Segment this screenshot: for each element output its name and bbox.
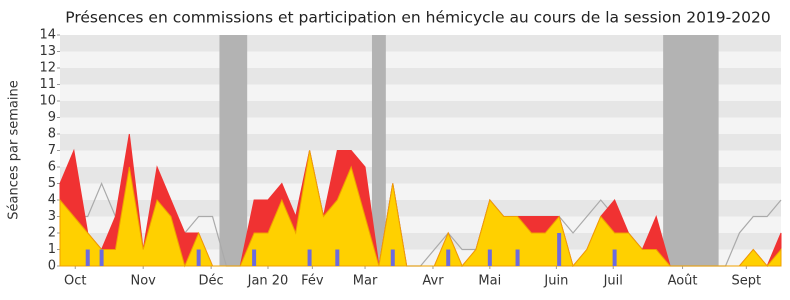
x-tick-label: Déc: [199, 274, 224, 289]
y-tick-label: 12: [39, 61, 56, 76]
recess-band: [663, 35, 719, 266]
hemicycle-bar: [390, 249, 395, 266]
hemicycle-bar: [446, 249, 451, 266]
hemicycle-bar: [99, 249, 104, 266]
y-axis-label: Séances par semaine: [7, 80, 22, 219]
x-tick-label: Juin: [543, 274, 568, 289]
y-tick-label: 0: [48, 259, 56, 274]
hemicycle-bar: [335, 249, 340, 266]
recess-band: [219, 35, 248, 266]
x-tick-label: Août: [668, 274, 698, 289]
hemicycle-bar: [515, 249, 520, 266]
y-tick-label: 7: [48, 143, 56, 158]
hemicycle-bar: [487, 249, 492, 266]
y-tick-label: 5: [48, 176, 56, 191]
x-tick-label: Mar: [353, 274, 378, 289]
x-tick-label: Nov: [131, 274, 157, 289]
area: [59, 150, 782, 268]
x-tick-label: Oct: [64, 274, 86, 289]
y-tick-label: 14: [39, 28, 56, 43]
y-tick-label: 9: [48, 110, 56, 125]
hemicycle-bar: [252, 249, 257, 266]
y-tick-label: 13: [39, 44, 56, 59]
y-tick-label: 10: [39, 94, 56, 109]
x-tick-label: Jan 20: [247, 274, 289, 289]
hemicycle-bar: [85, 249, 90, 266]
x-tick-label: Fév: [301, 274, 324, 289]
hemicycle-bar: [612, 249, 617, 266]
recess-band: [371, 35, 386, 266]
x-tick-label: Mai: [478, 274, 501, 289]
chart-title: Présences en commissions et participatio…: [65, 9, 770, 27]
x-tick-label: Sept: [732, 274, 762, 289]
y-tick-label: 11: [39, 77, 56, 92]
y-tick-label: 8: [48, 127, 56, 142]
y-tick-label: 4: [48, 193, 56, 208]
x-tick-label: Avr: [422, 274, 444, 289]
y-tick-label: 1: [48, 242, 56, 257]
y-tick-label: 2: [48, 226, 56, 241]
y-tick-label: 6: [48, 160, 56, 175]
y-tick-label: 3: [48, 209, 56, 224]
x-tick-label: Juil: [603, 274, 623, 289]
hemicycle-bar: [196, 249, 201, 266]
hemicycle-bar: [307, 249, 312, 266]
hemicycle-bar: [557, 233, 562, 266]
